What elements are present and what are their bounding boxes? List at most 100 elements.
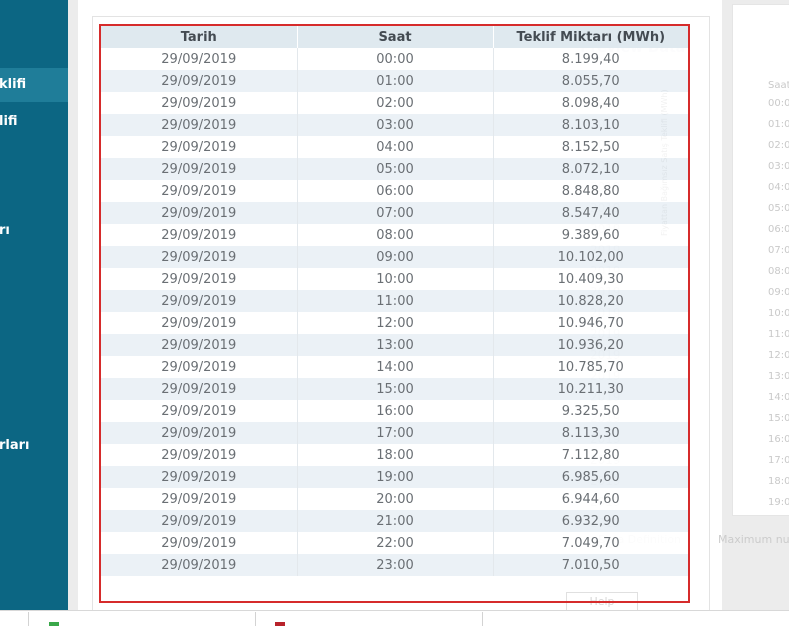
sidebar-item-teklifi[interactable]: klifi [0,68,68,102]
cell-tarih: 29/09/2019 [101,224,298,246]
cell-tarih: 29/09/2019 [101,312,298,334]
cell-tarih: 29/09/2019 [101,356,298,378]
cell-teklif-miktari: 7.010,50 [493,554,688,576]
table-row[interactable]: 29/09/2019 17:00 8.113,30 [101,422,688,444]
pdf-icon[interactable] [275,622,285,626]
table-row[interactable]: 29/09/2019 22:00 7.049,70 [101,532,688,554]
cell-tarih: 29/09/2019 [101,48,298,70]
cell-teklif-miktari: 8.152,50 [493,136,688,158]
table-row[interactable]: 29/09/2019 18:00 7.112,80 [101,444,688,466]
cell-saat: 12:00 [297,312,494,334]
cell-saat: 23:00 [297,554,494,576]
sidebar-item-label: rı [0,223,10,238]
bottom-bar [0,610,789,627]
cell-teklif-miktari: 6.985,60 [493,466,688,488]
cell-saat: 13:00 [297,334,494,356]
cell-tarih: 29/09/2019 [101,510,298,532]
cell-teklif-miktari: 8.103,10 [493,114,688,136]
cell-teklif-miktari: 8.113,30 [493,422,688,444]
right-column-value: 18:0 [768,476,789,487]
bottom-divider [482,612,483,626]
cell-teklif-miktari: 8.547,40 [493,202,688,224]
column-header-saat[interactable]: Saat [297,26,494,48]
cell-teklif-miktari: 10.785,70 [493,356,688,378]
cell-tarih: 29/09/2019 [101,92,298,114]
cell-teklif-miktari: 8.098,40 [493,92,688,114]
cell-teklif-miktari: 9.389,60 [493,224,688,246]
table-row[interactable]: 29/09/2019 21:00 6.932,90 [101,510,688,532]
bottom-divider [28,612,29,626]
cell-teklif-miktari: 7.112,80 [493,444,688,466]
right-column-value: 11:0 [768,329,789,340]
maximum-label: Maximum nur [718,533,789,546]
table-row[interactable]: 29/09/2019 01:00 8.055,70 [101,70,688,92]
sidebar-item-label: klifi [0,77,27,92]
sidebar-item-teklifi-2[interactable]: lifi [0,105,68,139]
right-column-value: 07:0 [768,245,789,256]
table-row[interactable]: 29/09/2019 13:00 10.936,20 [101,334,688,356]
table-row[interactable]: 29/09/2019 11:00 10.828,20 [101,290,688,312]
cell-teklif-miktari: 10.211,30 [493,378,688,400]
table-row[interactable]: 29/09/2019 00:00 8.199,40 [101,48,688,70]
column-header-teklif-miktari[interactable]: Teklif Miktarı (MWh) [493,26,688,48]
column-header-tarih[interactable]: Tarih [101,26,298,48]
cell-tarih: 29/09/2019 [101,246,298,268]
sidebar-item-label: rları [0,438,30,453]
cell-teklif-miktari: 10.946,70 [493,312,688,334]
cell-teklif-miktari: 7.049,70 [493,532,688,554]
table-row[interactable]: 29/09/2019 14:00 10.785,70 [101,356,688,378]
table-row[interactable]: 29/09/2019 10:00 10.409,30 [101,268,688,290]
right-column-value: 16:0 [768,434,789,445]
data-table: Tarih Saat Teklif Miktarı (MWh) 29/09/20… [101,26,688,576]
cell-tarih: 29/09/2019 [101,334,298,356]
table-row[interactable]: 29/09/2019 08:00 9.389,60 [101,224,688,246]
table-row[interactable]: 29/09/2019 04:00 8.152,50 [101,136,688,158]
right-column-value: 08:0 [768,266,789,277]
right-column-value: 09:0 [768,287,789,298]
cell-saat: 04:00 [297,136,494,158]
cell-tarih: 29/09/2019 [101,180,298,202]
table-row[interactable]: 29/09/2019 06:00 8.848,80 [101,180,688,202]
right-column-value: 10:0 [768,308,789,319]
table-row[interactable]: 29/09/2019 16:00 9.325,50 [101,400,688,422]
sidebar: klifi lifi rı rları [0,0,68,610]
cell-tarih: 29/09/2019 [101,400,298,422]
cell-tarih: 29/09/2019 [101,422,298,444]
cell-tarih: 29/09/2019 [101,488,298,510]
cell-teklif-miktari: 10.102,00 [493,246,688,268]
right-column-value: 00:0 [768,98,789,109]
cell-teklif-miktari: 8.055,70 [493,70,688,92]
cell-saat: 09:00 [297,246,494,268]
cell-tarih: 29/09/2019 [101,466,298,488]
table-row[interactable]: 29/09/2019 20:00 6.944,60 [101,488,688,510]
cell-tarih: 29/09/2019 [101,70,298,92]
excel-icon[interactable] [49,622,59,626]
cell-saat: 20:00 [297,488,494,510]
cell-tarih: 29/09/2019 [101,532,298,554]
table-row[interactable]: 29/09/2019 03:00 8.103,10 [101,114,688,136]
right-column-value: 02:0 [768,140,789,151]
cell-saat: 14:00 [297,356,494,378]
cell-saat: 18:00 [297,444,494,466]
right-column-value: 01:0 [768,119,789,130]
right-column-value: 17:0 [768,455,789,466]
cell-teklif-miktari: 8.072,10 [493,158,688,180]
sidebar-item-4[interactable]: rları [0,429,68,463]
table-row[interactable]: 29/09/2019 07:00 8.547,40 [101,202,688,224]
right-column-value: 12:0 [768,350,789,361]
table-row[interactable]: 29/09/2019 15:00 10.211,30 [101,378,688,400]
table-row[interactable]: 29/09/2019 02:00 8.098,40 [101,92,688,114]
cell-saat: 03:00 [297,114,494,136]
sidebar-item-3[interactable]: rı [0,214,68,248]
cell-saat: 19:00 [297,466,494,488]
cell-saat: 15:00 [297,378,494,400]
right-column-header: Saat [768,80,789,91]
table-row[interactable]: 29/09/2019 09:00 10.102,00 [101,246,688,268]
cell-saat: 11:00 [297,290,494,312]
table-row[interactable]: 29/09/2019 23:00 7.010,50 [101,554,688,576]
table-row[interactable]: 29/09/2019 12:00 10.946,70 [101,312,688,334]
right-column-value: 05:0 [768,203,789,214]
table-row[interactable]: 29/09/2019 19:00 6.985,60 [101,466,688,488]
table-row[interactable]: 29/09/2019 05:00 8.072,10 [101,158,688,180]
cell-saat: 05:00 [297,158,494,180]
